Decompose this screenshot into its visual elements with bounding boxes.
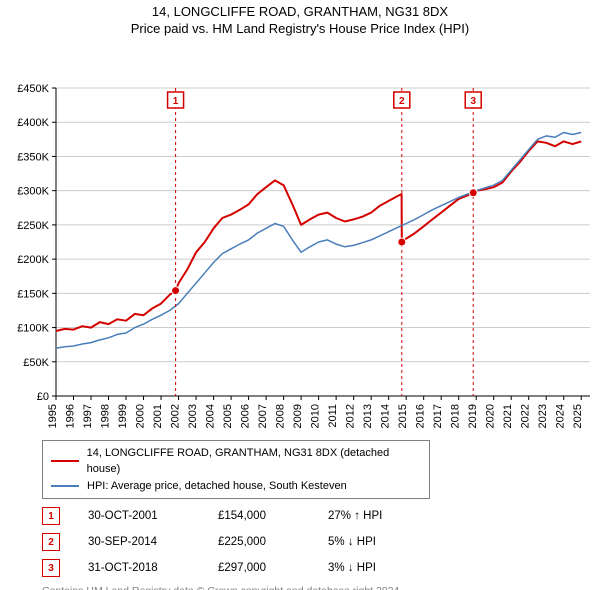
svg-text:2012: 2012 — [345, 404, 357, 428]
svg-text:2015: 2015 — [397, 404, 409, 428]
svg-text:£250K: £250K — [17, 220, 49, 232]
chart-svg: £0 £50K £100K £150K £200K £250K £300K £350K £400… — [0, 38, 600, 434]
svg-text:2019: 2019 — [467, 404, 479, 428]
legend: 14, LONGCLIFFE ROAD, GRANTHAM, NG31 8DX … — [42, 440, 430, 500]
svg-text:1995: 1995 — [47, 404, 59, 428]
svg-text:2022: 2022 — [520, 404, 532, 428]
svg-text:1998: 1998 — [100, 404, 112, 428]
event-price: £154,000 — [218, 510, 328, 522]
event-row: 1 30-OCT-2001£154,00027% ↑ HPI — [42, 507, 600, 525]
svg-text:£150K: £150K — [17, 288, 49, 300]
event-date: 30-OCT-2001 — [88, 510, 218, 522]
event-diff: 5% ↓ HPI — [328, 536, 448, 548]
root: 14, LONGCLIFFE ROAD, GRANTHAM, NG31 8DX … — [0, 0, 600, 590]
event-marker: 3 — [42, 559, 60, 577]
event-price: £225,000 — [218, 536, 328, 548]
svg-text:2006: 2006 — [240, 404, 252, 428]
legend-label-hpi: HPI: Average price, detached house, Sout… — [87, 478, 347, 495]
svg-text:2025: 2025 — [572, 404, 584, 428]
svg-text:2010: 2010 — [310, 404, 322, 428]
title-line-2: Price paid vs. HM Land Registry's House … — [0, 21, 600, 38]
legend-row-hpi: HPI: Average price, detached house, Sout… — [51, 478, 421, 495]
event-diff: 3% ↓ HPI — [328, 562, 448, 574]
svg-text:£400K: £400K — [17, 117, 49, 129]
event-marker: 2 — [42, 533, 60, 551]
svg-text:1996: 1996 — [65, 404, 77, 428]
event-list: 1 30-OCT-2001£154,00027% ↑ HPI 2 30-SEP-201… — [42, 507, 600, 577]
svg-text:£100K: £100K — [17, 322, 49, 334]
svg-text:2008: 2008 — [275, 404, 287, 428]
svg-text:£0: £0 — [37, 391, 49, 403]
price-chart: £0 £50K £100K £150K £200K £250K £300K £350K £400… — [0, 38, 600, 434]
svg-text:2011: 2011 — [327, 404, 339, 428]
svg-text:1: 1 — [173, 96, 179, 107]
event-diff: 27% ↑ HPI — [328, 510, 448, 522]
title-line-1: 14, LONGCLIFFE ROAD, GRANTHAM, NG31 8DX — [0, 4, 600, 21]
footer: Contains HM Land Registry data © Crown c… — [42, 585, 590, 590]
svg-text:2023: 2023 — [537, 404, 549, 428]
svg-text:£350K: £350K — [17, 151, 49, 163]
event-date: 30-SEP-2014 — [88, 536, 218, 548]
event-row: 2 30-SEP-2014£225,0005% ↓ HPI — [42, 533, 600, 551]
svg-text:1997: 1997 — [82, 404, 94, 428]
event-marker: 1 — [42, 507, 60, 525]
svg-text:2024: 2024 — [555, 404, 567, 428]
svg-text:2001: 2001 — [152, 404, 164, 428]
legend-row-property: 14, LONGCLIFFE ROAD, GRANTHAM, NG31 8DX … — [51, 445, 421, 478]
svg-text:2016: 2016 — [415, 404, 427, 428]
svg-text:2003: 2003 — [187, 404, 199, 428]
svg-text:3: 3 — [470, 96, 476, 107]
svg-text:2020: 2020 — [485, 404, 497, 428]
svg-text:2000: 2000 — [135, 404, 147, 428]
svg-text:2017: 2017 — [432, 404, 444, 428]
svg-text:2013: 2013 — [362, 404, 374, 428]
legend-label-property: 14, LONGCLIFFE ROAD, GRANTHAM, NG31 8DX … — [87, 445, 421, 478]
svg-text:2014: 2014 — [380, 404, 392, 428]
event-date: 31-OCT-2018 — [88, 562, 218, 574]
svg-text:£200K: £200K — [17, 254, 49, 266]
svg-text:2002: 2002 — [170, 404, 182, 428]
svg-text:2009: 2009 — [292, 404, 304, 428]
svg-text:£50K: £50K — [23, 357, 49, 369]
svg-text:£450K: £450K — [17, 83, 49, 95]
event-price: £297,000 — [218, 562, 328, 574]
svg-text:1999: 1999 — [117, 404, 129, 428]
svg-text:£300K: £300K — [17, 185, 49, 197]
legend-swatch-hpi — [51, 485, 79, 487]
svg-text:2005: 2005 — [222, 404, 234, 428]
svg-text:2: 2 — [399, 96, 405, 107]
svg-text:2004: 2004 — [205, 404, 217, 428]
svg-text:2007: 2007 — [257, 404, 269, 428]
svg-text:2018: 2018 — [450, 404, 462, 428]
event-row: 3 31-OCT-2018£297,0003% ↓ HPI — [42, 559, 600, 577]
legend-swatch-property — [51, 460, 79, 462]
footer-line-1: Contains HM Land Registry data © Crown c… — [42, 585, 590, 590]
svg-text:2021: 2021 — [502, 404, 514, 428]
